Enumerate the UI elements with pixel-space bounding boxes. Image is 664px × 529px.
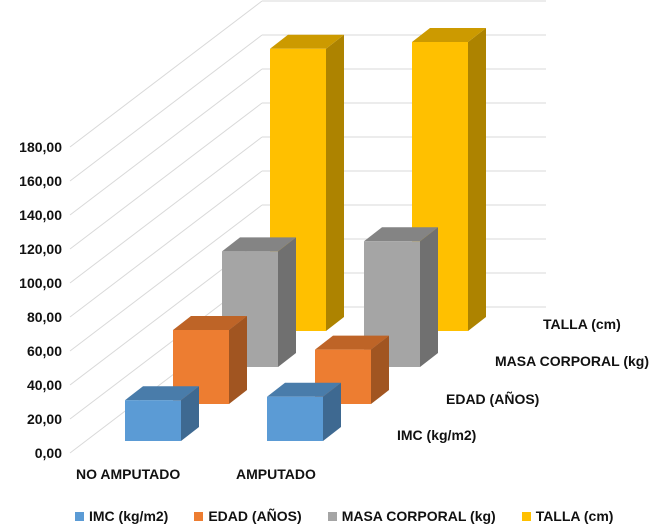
- bar-face: [270, 34, 344, 49]
- bar-face: [267, 396, 323, 441]
- legend-label: TALLA (cm): [535, 508, 614, 524]
- bar-face: [181, 386, 199, 441]
- legend-label: EDAD (AÑOS): [208, 508, 302, 524]
- legend-swatch-icon: [75, 511, 84, 521]
- bar-face: [222, 237, 296, 252]
- bar-face: [326, 34, 344, 332]
- y-tick: 0,00: [34, 445, 62, 461]
- bar-face: [315, 335, 389, 350]
- legend-item-edad[interactable]: EDAD (AÑOS): [194, 508, 302, 524]
- depth-label-talla: TALLA (cm): [543, 316, 621, 332]
- legend: IMC (kg/m2) EDAD (AÑOS) MASA CORPORAL (k…: [75, 508, 613, 524]
- bar-face: [364, 227, 438, 242]
- depth-label-imc: IMC (kg/m2): [397, 427, 477, 443]
- legend-swatch-icon: [327, 511, 337, 521]
- y-tick: 80,00: [26, 309, 62, 325]
- legend-item-talla[interactable]: TALLA (cm): [521, 508, 614, 524]
- bar-face: [173, 316, 247, 331]
- legend-label: MASA CORPORAL (kg): [341, 508, 496, 524]
- legend-label: IMC (kg/m2): [89, 508, 169, 524]
- depth-label-masa: MASA CORPORAL (kg): [495, 353, 649, 369]
- bar-face: [229, 316, 247, 404]
- bar-face: [173, 330, 229, 404]
- y-tick: 60,00: [26, 343, 62, 359]
- bar-face: [125, 400, 181, 441]
- y-tick: 140,00: [19, 207, 62, 223]
- y-tick: 180,00: [19, 139, 62, 155]
- legend-item-imc[interactable]: IMC (kg/m2): [75, 508, 168, 524]
- bars: [125, 28, 486, 441]
- bar-face: [420, 227, 438, 367]
- y-tick: 100,00: [19, 275, 62, 291]
- bar-face: [267, 382, 341, 397]
- legend-swatch-icon: [194, 511, 204, 521]
- bar-face: [278, 237, 296, 367]
- bar-face: [125, 386, 199, 401]
- y-tick: 120,00: [19, 241, 62, 257]
- y-tick: 40,00: [26, 377, 62, 393]
- y-tick: 20,00: [26, 411, 62, 427]
- bar-face: [371, 335, 389, 404]
- bar-face: [412, 28, 486, 42]
- category-label-amputado: AMPUTADO: [236, 466, 316, 482]
- legend-swatch-icon: [521, 511, 531, 521]
- legend-item-masa[interactable]: MASA CORPORAL (kg): [327, 508, 496, 524]
- bar-face: [323, 382, 341, 441]
- bar-face: [364, 241, 420, 367]
- bar-face: [468, 28, 486, 331]
- y-tick: 160,00: [19, 173, 62, 189]
- depth-label-edad: EDAD (AÑOS): [446, 391, 540, 407]
- category-label-no-amputado: NO AMPUTADO: [76, 466, 181, 482]
